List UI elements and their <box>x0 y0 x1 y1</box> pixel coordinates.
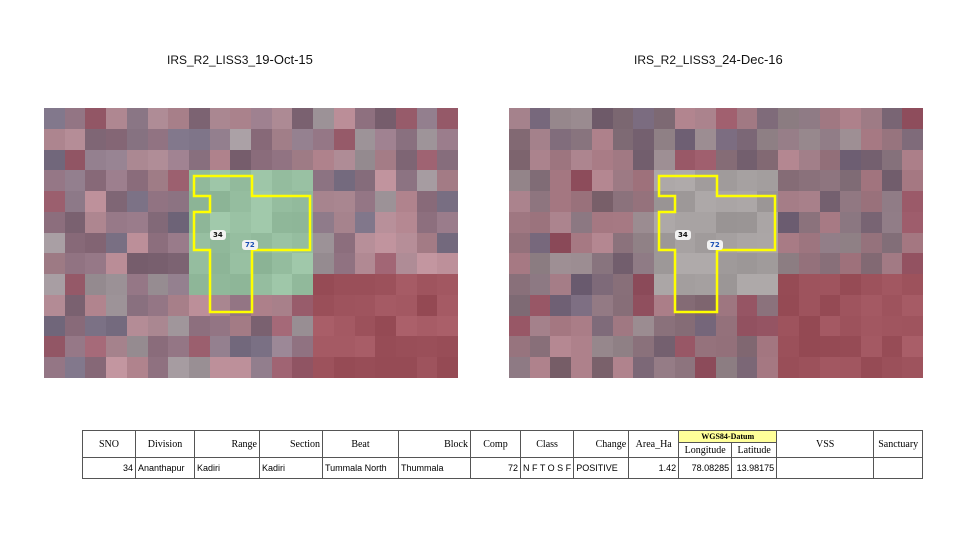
header-range: Range <box>194 430 260 458</box>
cell-class: N F T O S F <box>519 457 575 479</box>
panel-title-right-prefix: IRS_R2_LISS3_ <box>634 53 723 67</box>
cell-latitude: 13.98175 <box>731 457 778 479</box>
header-class: Class <box>519 430 575 458</box>
panel-title-right-date: 24-Dec-16 <box>722 52 783 67</box>
cell-longitude: 78.08285 <box>678 457 733 479</box>
table-subheader-row: Longitude Latitude <box>83 442 923 458</box>
cell-area: 1.42 <box>628 457 680 479</box>
plot-label-34-left: 34 <box>210 230 226 240</box>
satellite-image-left[interactable]: 34 72 <box>44 108 458 378</box>
cell-sno: 34 <box>82 457 136 479</box>
header-sanctuary: Sanctuary <box>873 430 924 458</box>
plot-label-72-left: 72 <box>242 240 258 250</box>
pixel-grid-right <box>509 108 923 378</box>
cell-comp: 72 <box>470 457 521 479</box>
boundary-polygon-right <box>657 174 777 314</box>
cell-sanctuary <box>873 457 924 479</box>
header-change: Change <box>573 430 630 458</box>
cell-section: Kadiri <box>259 457 323 479</box>
panel-title-right: IRS_R2_LISS3_24-Dec-16 <box>634 52 783 67</box>
cell-range: Kadiri <box>194 457 260 479</box>
plot-label-72-right: 72 <box>707 240 723 250</box>
satellite-image-right[interactable]: 34 72 <box>509 108 923 378</box>
header-division: Division <box>135 430 195 458</box>
header-area: Area_Ha <box>628 430 680 458</box>
header-block: Block <box>398 430 471 458</box>
table-header-row: SNO Division Range Section Beat Block Co… <box>82 430 924 458</box>
panel-title-left-prefix: IRS_R2_LISS3_ <box>167 53 256 67</box>
plot-boundary-right <box>657 174 777 314</box>
panel-title-left: IRS_R2_LISS3_19-Oct-15 <box>167 52 313 67</box>
panel-title-left-date: 19-Oct-15 <box>255 52 313 67</box>
table-row: 34 Ananthapur Kadiri Kadiri Tummala Nort… <box>82 457 924 479</box>
cell-vss <box>776 457 875 479</box>
plot-boundary-left <box>192 174 312 314</box>
header-sno: SNO <box>82 430 136 458</box>
pixel-grid-left <box>44 108 458 378</box>
cell-block: Thummala <box>398 457 471 479</box>
header-section: Section <box>259 430 323 458</box>
cell-beat: Tummala North <box>322 457 399 479</box>
boundary-polygon-left <box>192 174 312 314</box>
header-latitude: Latitude <box>731 442 778 458</box>
header-datum: WGS84-Datum <box>678 430 778 443</box>
cell-division: Ananthapur <box>135 457 195 479</box>
change-detection-table: SNO Division Range Section Beat Block Co… <box>82 430 924 479</box>
plot-label-34-right: 34 <box>675 230 691 240</box>
header-comp: Comp <box>470 430 521 458</box>
header-longitude: Longitude <box>678 442 733 458</box>
cell-change: POSITIVE <box>573 457 630 479</box>
header-vss: VSS <box>776 430 875 458</box>
header-beat: Beat <box>322 430 399 458</box>
